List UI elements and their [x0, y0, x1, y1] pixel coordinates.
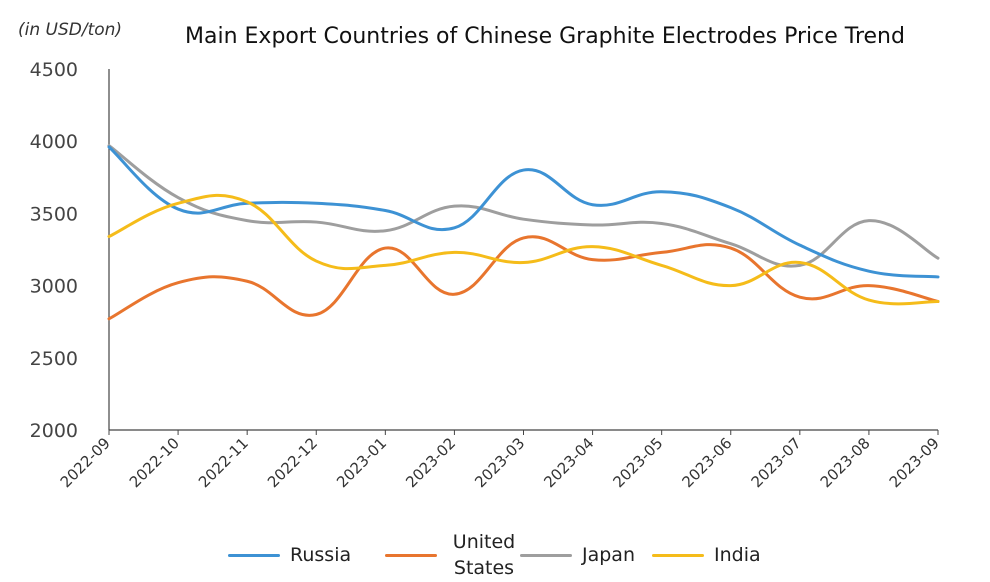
legend-label-japan: Japan	[582, 544, 635, 566]
y-tick-label: 2000	[30, 420, 78, 442]
series-line-russia	[107, 145, 940, 279]
x-tick-label: 2023-08	[817, 434, 874, 491]
x-tick-label: 2023-02	[402, 434, 459, 491]
chart-title: Main Export Countries of Chinese Graphit…	[185, 24, 905, 49]
y-tick-label: 3500	[30, 203, 78, 225]
series-line-united-states	[107, 235, 940, 321]
x-tick-label: 2023-04	[540, 434, 597, 491]
legend-swatch-russia	[228, 553, 280, 557]
x-tick-label: 2023-01	[333, 434, 390, 491]
y-tick-label: 3000	[30, 276, 78, 298]
x-tick-label: 2022-12	[264, 434, 321, 491]
legend-label-india: India	[714, 544, 761, 566]
x-tick-label: 2023-06	[679, 434, 736, 491]
legend: Russia United States Japan India	[0, 528, 990, 582]
series-line-india	[107, 193, 940, 306]
legend-item-russia[interactable]: Russia	[228, 528, 351, 582]
legend-swatch-india	[652, 553, 704, 557]
x-tick-label: 2023-05	[609, 434, 666, 491]
legend-label-united-states: United States	[452, 531, 516, 579]
legend-swatch-united-states	[385, 553, 437, 557]
x-tick-label: 2022-10	[126, 434, 183, 491]
y-tick-label: 2500	[30, 348, 78, 370]
legend-item-india[interactable]: India	[652, 528, 761, 582]
legend-label-russia: Russia	[290, 544, 352, 566]
x-tick-label: 2023-09	[886, 434, 943, 491]
y-tick-label: 4000	[30, 131, 78, 153]
series-layer	[107, 144, 940, 321]
x-tick-label: 2023-07	[748, 434, 805, 491]
y-tick-label: 4500	[30, 59, 78, 81]
unit-label: (in USD/ton)	[18, 20, 123, 40]
legend-item-japan[interactable]: Japan	[520, 528, 635, 582]
legend-item-united-states[interactable]: United States	[385, 528, 521, 582]
x-tick-label: 2022-09	[57, 434, 114, 491]
x-tick-label: 2022-11	[195, 434, 252, 491]
legend-swatch-japan	[520, 553, 572, 557]
x-tick-label: 2023-03	[471, 434, 528, 491]
